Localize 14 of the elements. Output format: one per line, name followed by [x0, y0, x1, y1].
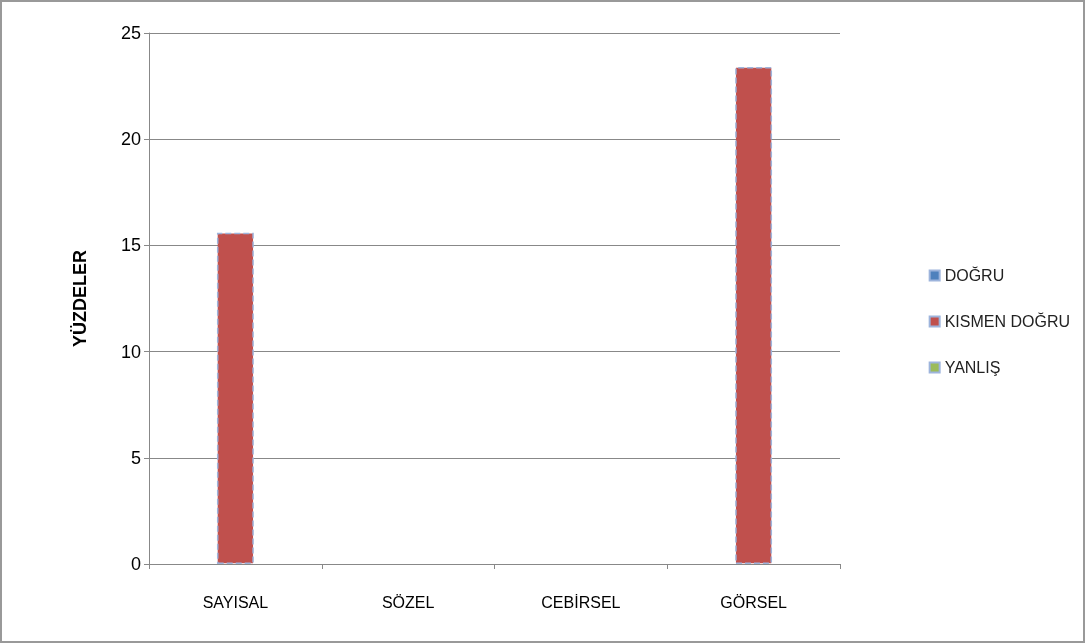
y-tick-label: 20 — [120, 129, 141, 150]
legend-label: YANLIŞ — [944, 359, 1001, 376]
y-axis-title: YÜZDELER — [70, 249, 90, 348]
legend-label: DOĞRU — [944, 266, 1005, 284]
y-tick-label: 10 — [120, 341, 141, 362]
x-tick-label: CEBİRSEL — [541, 592, 621, 611]
x-tick-label: GÖRSEL — [720, 593, 788, 611]
y-tick-label: 0 — [130, 554, 141, 574]
x-tick-label: SÖZEL — [381, 593, 435, 611]
y-tick-label: 25 — [120, 23, 141, 43]
y-tick-label: 5 — [130, 447, 141, 468]
x-tick-label: SAYISAL — [202, 593, 269, 611]
legend-label: KISMEN DOĞRU — [944, 312, 1070, 330]
y-tick-label: 15 — [120, 235, 141, 256]
